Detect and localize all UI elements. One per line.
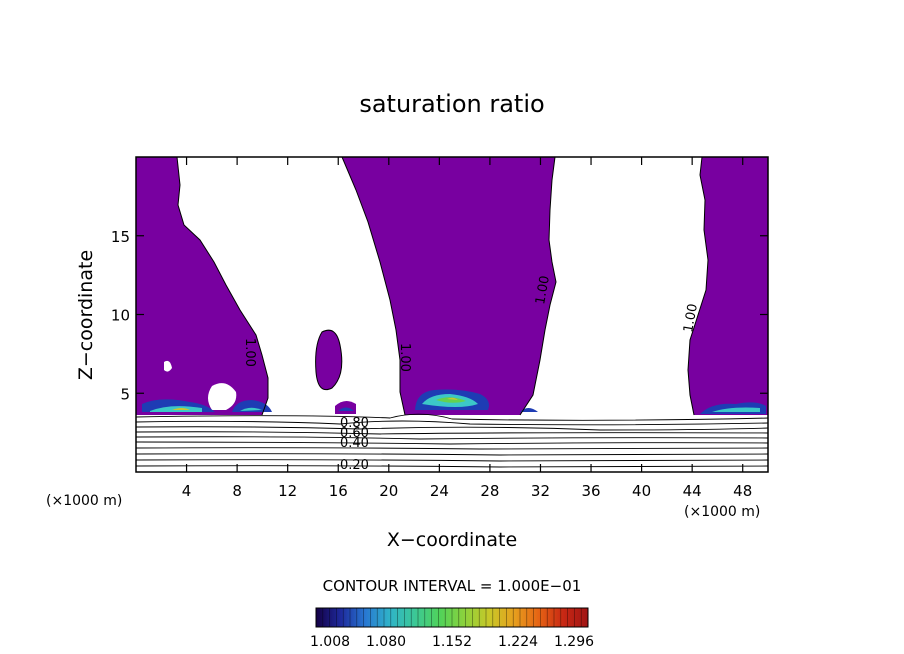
y-axis: 5 10 15 [111,228,768,403]
contour-label-2: 1.00 [397,343,412,372]
colorbar-label: 1.080 [366,634,406,650]
x-axis-label: X−coordinate [387,529,517,551]
x-tick-label: 24 [430,482,449,500]
supersat-region-right [688,157,768,415]
contour-label-3: 1.00 [533,275,553,306]
contour-label-7: 0.40 [340,436,369,451]
color-patch-6 [520,408,538,412]
x-tick-label: 12 [278,482,297,500]
color-patch-4b [712,407,760,412]
colorbar-labels: 1.008 1.080 1.152 1.224 1.296 [310,634,594,650]
contour-label-8: 0.20 [340,458,369,473]
clear-hole-left [208,383,237,410]
supersat-blob-cloudbase [335,400,356,414]
x-tick-label: 20 [379,482,398,500]
contour-label-6: 0.60 [340,426,369,441]
colorbar-ticks [322,608,582,627]
supersat-region-left [136,157,268,415]
y-tick-label: 15 [111,228,130,246]
surface-contour-lines [136,413,768,468]
contour-label-5: 0.80 [340,416,369,431]
y-tick-label: 5 [120,385,130,403]
x-tick-label: 36 [581,482,600,500]
colorbar-label: 1.152 [432,634,472,650]
contour-line-blob [315,329,343,391]
contour-label-1: 1.00 [242,338,257,367]
contour-label-4: 1.00 [681,303,701,334]
contour-line-1-00-left [176,157,269,416]
x-tick-label: 4 [182,482,192,500]
contour-line-1-00-center-right [519,157,557,416]
x-tick-label: 16 [329,482,348,500]
plot-field [136,157,768,468]
x-unit-right: (×1000 m) [684,504,760,520]
x-unit-left: (×1000 m) [46,493,122,509]
x-tick-label: 32 [531,482,550,500]
x-tick-label: 44 [683,482,702,500]
y-axis-label: Z−coordinate [75,250,97,380]
color-patch-3d [447,397,458,400]
x-tick-label: 40 [632,482,651,500]
contour-line-1-00-right [687,157,709,416]
color-patch-2b [240,407,262,411]
supersat-region-center [342,157,556,415]
x-tick-label: 28 [480,482,499,500]
chart-title: saturation ratio [359,90,544,118]
contour-line-1-00-center-left [341,157,406,416]
clear-hole-small [164,360,172,372]
x-tick-label: 48 [733,482,752,500]
supersat-blob-small [315,330,342,390]
x-axis: 4 8 12 16 20 24 28 32 36 40 44 48 [182,157,752,500]
contour-interval-label: CONTOUR INTERVAL = 1.000E−01 [323,577,582,595]
color-patch-2 [232,400,272,412]
y-tick-label: 10 [111,307,130,325]
colorbar-label: 1.296 [554,634,594,650]
colorbar-label: 1.224 [498,634,538,650]
color-patch-1c [172,408,190,410]
x-tick-label: 8 [232,482,242,500]
color-patch-5 [338,407,354,411]
colorbar-label: 1.008 [310,634,350,650]
color-patch-3c [436,397,466,403]
